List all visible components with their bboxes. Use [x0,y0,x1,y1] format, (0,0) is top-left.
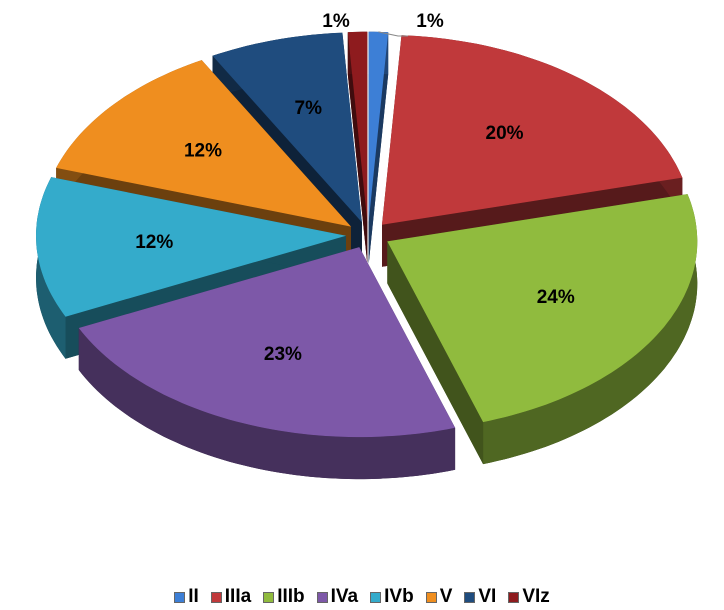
slice [78,247,456,480]
slice [347,31,368,264]
pie-chart: 1% 20% 24% 23% 12% 12% 7% 1% [36,11,698,480]
legend-swatch [174,591,186,603]
slice [368,31,389,264]
slice-top [368,31,389,222]
slice-side [78,328,456,480]
data-label: 12% [135,232,173,253]
legend-label: IIIa [224,586,252,607]
legend-item: V [425,586,453,608]
data-label: 20% [486,123,524,144]
slice-wall [347,32,368,264]
leader-line [378,31,408,37]
legend-label: IVb [384,586,414,607]
legend-item: IVa [316,586,359,608]
legend-swatch [370,591,382,603]
legend-label: II [188,586,199,607]
legend-swatch [316,591,328,603]
slice-top [382,35,683,225]
legend-item: IIIb [263,586,305,608]
slice-top [36,177,346,317]
legend-swatch [263,591,275,603]
slice-top [347,31,368,222]
legend-label: VIz [522,586,550,607]
legend-swatch [464,591,476,603]
data-label: 1% [322,11,350,32]
legend-label: V [439,586,453,607]
slice-wall [387,241,484,465]
legend-label: VI [478,586,497,607]
legend-swatch [508,591,520,603]
legend-item: VIz [508,586,550,608]
slice-wall [368,32,389,264]
slice-top [212,32,362,223]
data-label: 7% [295,98,323,119]
legend-swatch [425,591,437,603]
data-label: 1% [416,11,444,32]
data-label: 24% [537,287,575,308]
legend-swatch [210,591,222,603]
slice-side [483,194,698,465]
slice-top [387,194,698,423]
legend-item: IVb [370,586,414,608]
data-label: 12% [184,141,222,162]
slice-top [78,247,456,438]
legend-item: IIIa [210,586,252,608]
legend: II IIIa IIIb IVa IVb V VI VIz [0,586,724,608]
data-label: 23% [264,344,302,365]
legend-label: IVa [330,586,359,607]
legend-label: IIIb [277,586,305,607]
slice-top [56,60,351,227]
slice [387,194,698,465]
legend-item: VI [464,586,496,608]
legend-item: II [174,586,199,608]
